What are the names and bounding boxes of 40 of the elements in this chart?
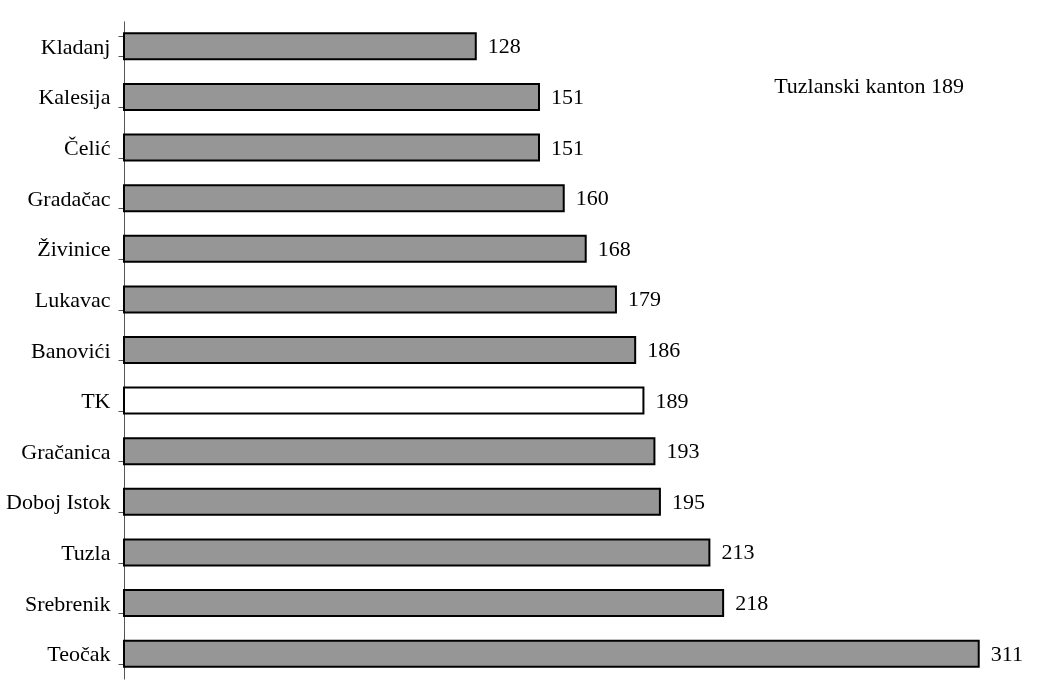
bar	[123, 437, 656, 466]
bar	[123, 32, 477, 61]
y-tick-label: Tuzla	[61, 539, 111, 565]
data-label: 128	[487, 33, 521, 59]
y-tick-label: Čelić	[64, 135, 111, 161]
bar	[123, 386, 645, 415]
data-label: 213	[721, 539, 755, 565]
y-tick-label: Doboj Istok	[6, 489, 111, 515]
y-tick-label: Živinice	[37, 236, 111, 262]
bar	[123, 487, 661, 516]
data-label: 168	[597, 235, 631, 261]
y-tick-label: Lukavac	[34, 286, 111, 312]
bar	[123, 133, 540, 162]
bar	[123, 184, 565, 213]
bar	[123, 234, 587, 263]
y-tick-label: Gračanica	[21, 438, 111, 464]
data-label: 179	[627, 286, 661, 312]
y-tick-label: Kalesija	[38, 84, 111, 110]
data-label: 186	[647, 337, 681, 362]
bar	[123, 285, 617, 314]
data-label: 160	[575, 185, 609, 211]
y-tick-label: TK	[81, 388, 111, 414]
data-label: 218	[735, 590, 769, 616]
y-tick-label: Teočak	[47, 641, 111, 667]
data-label: 311	[990, 640, 1023, 666]
data-label: 151	[550, 83, 584, 109]
annotation: Tuzlanski kanton 189	[774, 73, 964, 98]
data-label: 189	[655, 387, 689, 413]
bar	[123, 589, 725, 618]
y-tick-label: Banovići	[31, 337, 111, 363]
data-label: 195	[671, 488, 705, 514]
y-tick-label: Gradačac	[27, 185, 111, 211]
y-tick-label: Kladanj	[40, 33, 111, 59]
bar	[123, 538, 711, 567]
data-label: 193	[666, 438, 700, 464]
y-tick-label: Srebrenik	[24, 590, 111, 616]
data-label: 151	[550, 134, 584, 160]
bar	[123, 639, 980, 668]
bar	[123, 336, 637, 364]
bar	[123, 82, 540, 111]
